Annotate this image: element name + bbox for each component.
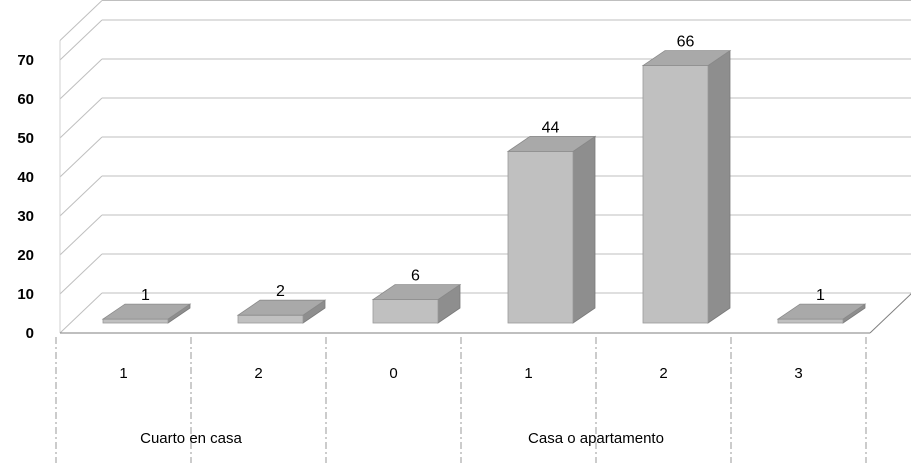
- gridline-depth: [59, 292, 103, 334]
- data-label: 66: [677, 34, 695, 51]
- gridline-depth: [59, 58, 103, 100]
- floor-right-edge: [869, 293, 911, 334]
- y-tick-label: 50: [17, 130, 34, 147]
- bar: [236, 299, 327, 324]
- gridline-depth: [59, 253, 103, 295]
- y-tick-label: 40: [17, 169, 34, 186]
- bar: [371, 283, 462, 324]
- bar: [101, 303, 192, 324]
- y-tick-label: 70: [17, 52, 34, 69]
- bar-top: [776, 303, 867, 320]
- bar-front: [237, 314, 304, 324]
- gridline-depth: [59, 19, 103, 61]
- bar-top: [101, 303, 192, 320]
- bar-front: [777, 318, 844, 324]
- gridline-depth: [59, 0, 103, 41]
- y-tick-label: 60: [17, 91, 34, 108]
- data-label: 1: [816, 287, 825, 304]
- group-label: Casa o apartamento: [528, 430, 664, 447]
- label-layer: 1 2 6 44 66 1 1 2 0 1 2 3 Cuarto en casa Casa o apart…: [55, 34, 867, 463]
- group-label: Cuarto en casa: [140, 430, 242, 447]
- bar-front: [102, 318, 169, 324]
- bar-side: [572, 135, 596, 324]
- bar-top: [641, 50, 732, 66]
- x-tick-label: 3: [794, 365, 802, 382]
- y-tick-label: 0: [26, 325, 34, 342]
- bar: [506, 135, 597, 324]
- bar-top: [506, 135, 597, 152]
- bar-top: [371, 284, 462, 301]
- y-tick-label: 10: [17, 286, 34, 303]
- gridline-depth: [59, 136, 103, 178]
- data-label: 6: [411, 268, 420, 285]
- grid-layer: [59, 0, 911, 334]
- bar-layer: [101, 49, 867, 324]
- x-tick-label: 2: [659, 365, 667, 382]
- gridline-depth: [59, 97, 103, 139]
- x-tick-label: 1: [524, 365, 532, 382]
- data-label: 2: [276, 283, 285, 300]
- data-label: 44: [542, 119, 560, 136]
- gridline-depth: [59, 175, 103, 217]
- bar-front: [507, 150, 574, 324]
- bar-side: [707, 49, 731, 324]
- bar-front: [642, 65, 709, 324]
- bar-front: [372, 299, 439, 324]
- bar: [776, 303, 867, 324]
- x-tick-label: 0: [389, 365, 397, 382]
- y-tick-label: 20: [17, 247, 34, 264]
- x-tick-label: 2: [254, 365, 262, 382]
- data-label: 1: [141, 287, 150, 304]
- bar-top: [236, 299, 327, 316]
- y-tick-label: 30: [17, 208, 34, 225]
- x-tick-label: 1: [119, 365, 127, 382]
- gridline-depth: [59, 214, 103, 256]
- y-axis: 0 10 20 30 40 50 60 70: [17, 52, 34, 342]
- bar: [641, 49, 732, 324]
